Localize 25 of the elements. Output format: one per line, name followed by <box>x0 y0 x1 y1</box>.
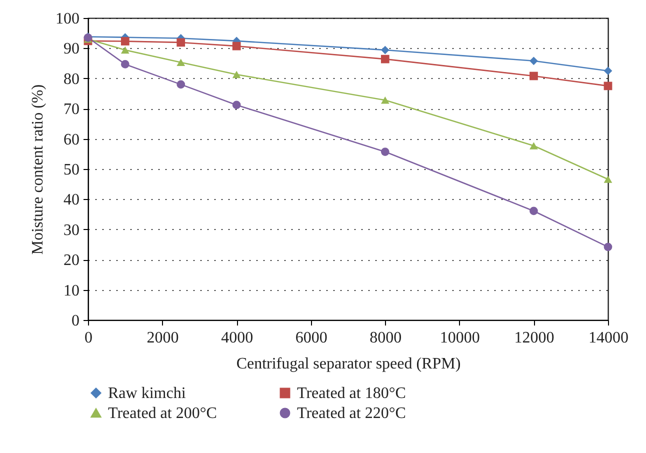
y-tick-label: 0 <box>72 312 80 330</box>
x-tick-label: 0 <box>84 330 92 346</box>
y-tick-label: 20 <box>64 252 80 270</box>
y-tick-label: 40 <box>64 192 80 209</box>
y-tick-label: 60 <box>64 131 80 148</box>
y-tick-label: 100 <box>56 10 80 28</box>
legend-label: Treated at 220°C <box>297 405 406 422</box>
x-tick-label: 4000 <box>221 330 254 346</box>
y-axis-title: Moisture content ratio (%) <box>30 84 46 255</box>
y-tick-label: 50 <box>64 162 80 178</box>
x-tick-label: 2000 <box>146 330 179 346</box>
x-axis-title: Centrifugal separator speed (RPM) <box>236 356 461 372</box>
x-tick-label: 10000 <box>440 330 480 346</box>
legend-label: Treated at 180°C <box>297 385 406 402</box>
y-tick-label: 70 <box>64 101 80 118</box>
y-tick-label: 90 <box>64 40 80 58</box>
x-tick-label: 8000 <box>370 330 402 346</box>
x-tick-label: 12000 <box>514 330 554 346</box>
x-tick-label: 14000 <box>588 330 628 346</box>
y-tick-label: 30 <box>64 222 80 239</box>
y-tick-label: 10 <box>64 282 80 300</box>
legend-label: Treated at 200°C <box>108 405 217 422</box>
x-tick-label: 6000 <box>295 330 328 346</box>
legend-label: Raw kimchi <box>108 385 186 402</box>
y-tick-label: 80 <box>64 70 80 88</box>
